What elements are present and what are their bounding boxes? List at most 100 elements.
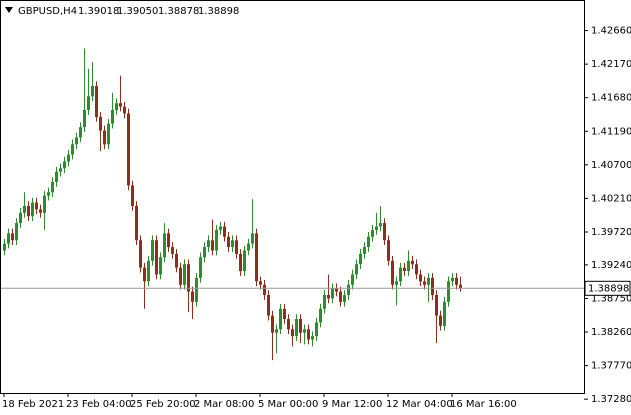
candle-body	[139, 240, 142, 268]
candle-body	[71, 144, 74, 155]
candle-body	[359, 253, 362, 265]
candle-body	[247, 243, 250, 251]
candle-body	[51, 181, 54, 193]
candle-body	[151, 240, 154, 261]
x-tick-label: 25 Feb 20:00	[130, 399, 196, 410]
menu-arrow[interactable]	[5, 7, 13, 13]
candle-body	[375, 226, 378, 230]
candle-body	[211, 240, 214, 251]
x-tick-label: 9 Mar 12:00	[322, 399, 382, 410]
candle-body	[387, 240, 390, 261]
candle-body	[283, 308, 286, 320]
candle-body	[175, 253, 178, 268]
candle-body	[379, 223, 382, 227]
y-tick-label: 1.40700	[591, 160, 631, 171]
candle-body	[407, 260, 410, 272]
candle-body	[231, 240, 234, 248]
y-tick-label: 1.40210	[591, 193, 631, 204]
candle-body	[271, 315, 274, 333]
candle-body	[203, 247, 206, 258]
candle-body	[167, 233, 170, 248]
x-tick-label: 18 Feb 2021	[2, 399, 64, 410]
candle-body	[347, 284, 350, 296]
candle-body	[223, 226, 226, 237]
candle-body	[343, 295, 346, 302]
x-tick-label: 16 Mar 16:00	[450, 399, 517, 410]
candle-body	[331, 288, 334, 299]
candle-body	[159, 257, 162, 275]
candle-body	[371, 229, 374, 237]
candle-body	[75, 137, 78, 145]
candle-body	[363, 247, 366, 254]
candle-body	[63, 161, 66, 169]
current-price-box	[584, 280, 631, 296]
candle-body	[263, 284, 266, 296]
candle-body	[327, 295, 330, 299]
candle-body	[355, 264, 358, 275]
candle-body	[59, 168, 62, 172]
y-tick-label: 1.37280	[591, 394, 631, 405]
candle-body	[383, 223, 386, 241]
header-close: 1.38898	[198, 6, 239, 17]
current-price-label: 1.38898	[588, 283, 629, 294]
candle-body	[307, 329, 310, 340]
candle-body	[443, 301, 446, 326]
y-tick-label: 1.42660	[591, 26, 631, 37]
candle-body	[83, 110, 86, 128]
y-tick-label: 1.37770	[591, 361, 631, 372]
candle-body	[339, 291, 342, 302]
candle-body	[27, 205, 30, 217]
candle-body	[199, 257, 202, 278]
x-tick-label: 2 Mar 08:00	[194, 399, 254, 410]
candle-body	[391, 260, 394, 285]
candle-body	[103, 130, 106, 145]
candle-body	[227, 236, 230, 248]
candle-body	[323, 295, 326, 309]
candle-body	[143, 267, 146, 282]
candle-body	[127, 113, 130, 186]
candle-body	[451, 277, 454, 282]
candle-body	[459, 284, 462, 289]
candle-body	[43, 195, 46, 213]
y-tick-label: 1.38260	[591, 327, 631, 338]
candle-body	[291, 329, 294, 337]
candle-body	[311, 336, 314, 340]
candle-body	[123, 106, 126, 114]
candle-body	[259, 281, 262, 285]
candle-body	[251, 233, 254, 244]
candle-body	[195, 277, 198, 302]
candle-body	[7, 233, 10, 244]
candle-body	[415, 264, 418, 275]
candle-body	[187, 264, 190, 292]
candle-body	[399, 267, 402, 282]
candle-body	[191, 291, 194, 302]
candle-body	[275, 329, 278, 333]
candle-body	[427, 277, 430, 285]
candle-body	[455, 277, 458, 285]
candle-body	[91, 86, 94, 97]
symbol: GBPUSD,H4	[18, 6, 77, 17]
candle-body	[163, 233, 166, 258]
candle-body	[315, 322, 318, 337]
candle-body	[439, 315, 442, 326]
x-tick-label: 5 Mar 00:00	[258, 399, 318, 410]
candle-body	[423, 281, 426, 285]
candle-body	[403, 267, 406, 272]
y-tick-label: 1.41680	[591, 93, 631, 104]
candle-body	[23, 205, 26, 213]
candle-body	[303, 329, 306, 333]
header-high: 1.39050	[117, 6, 158, 17]
candle-body	[155, 240, 158, 275]
candle-body	[67, 154, 70, 162]
candle-body	[295, 319, 298, 337]
candle-body	[215, 229, 218, 251]
candle-body	[179, 267, 182, 285]
candle-body	[255, 233, 258, 282]
candle-body	[3, 243, 6, 251]
candle-body	[99, 116, 102, 131]
candle-body	[447, 281, 450, 302]
candle-body	[239, 253, 242, 272]
header-open: 1.39018	[78, 6, 119, 17]
candle-body	[111, 110, 114, 124]
